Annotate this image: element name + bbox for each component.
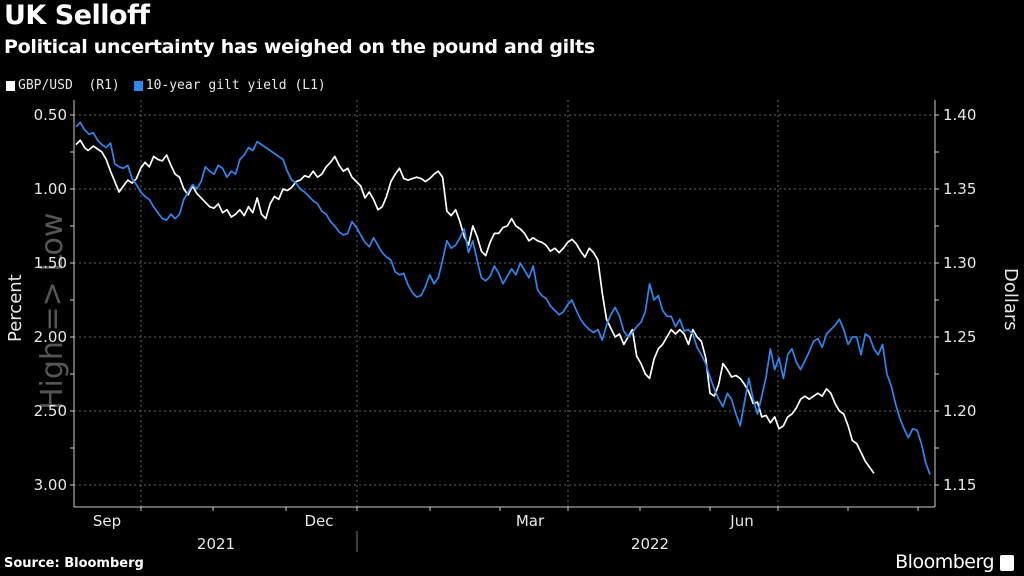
chart-subtitle: Political uncertainty has weighed on the… [4,36,595,58]
left-tick-label: 1.50 [34,254,67,272]
legend-swatch-white [6,80,15,91]
gbpusd-line [75,139,875,474]
left-tick-label: 0.50 [34,106,67,124]
right-tick-label: 1.40 [943,106,976,124]
gilt-yield-line [75,121,931,475]
watermark-high-low: High => Low [35,213,70,410]
left-tick-label: 2.50 [34,402,67,420]
x-month-label: Mar [516,512,545,530]
right-tick-label: 1.15 [943,476,976,494]
legend-swatch-blue [133,80,143,91]
axes: 0.50 1.00 1.50 2.00 2.50 3.00 1.40 1.35 1.30 1.25… [34,100,976,553]
x-year-label: 2022 [631,535,669,553]
right-axis-title: Dollars [1000,268,1021,331]
x-month-label: Jun [729,512,753,530]
right-tick-label: 1.20 [943,402,976,420]
left-tick-label: 3.00 [34,476,67,494]
legend-item-gbpusd: GBP/USD (R1) [6,78,120,93]
left-tick-label: 1.00 [34,180,67,198]
legend-item-gilt-yield: 10-year gilt yield (L1) [133,78,326,93]
x-month-label: Dec [304,512,333,530]
legend-label-gbpusd: GBP/USD (R1) [18,78,120,93]
x-month-label: Sep [93,512,121,530]
source-note: Source: Bloomberg [4,556,144,571]
bloomberg-icon [1000,555,1014,571]
right-tick-label: 1.35 [943,180,976,198]
left-axis-title: Percent [5,274,26,342]
right-tick-label: 1.30 [943,254,976,272]
left-tick-label: 2.00 [34,328,67,346]
right-tick-label: 1.25 [943,328,976,346]
x-year-label: 2021 [197,535,235,553]
series-lines [75,121,931,475]
legend: GBP/USD (R1) 10-year gilt yield (L1) [6,78,326,93]
gridlines [74,100,935,507]
chart-title: UK Selloff [4,0,150,31]
bloomberg-logo: Bloomberg [895,551,994,573]
legend-label-gilt-yield: 10-year gilt yield (L1) [145,78,326,93]
